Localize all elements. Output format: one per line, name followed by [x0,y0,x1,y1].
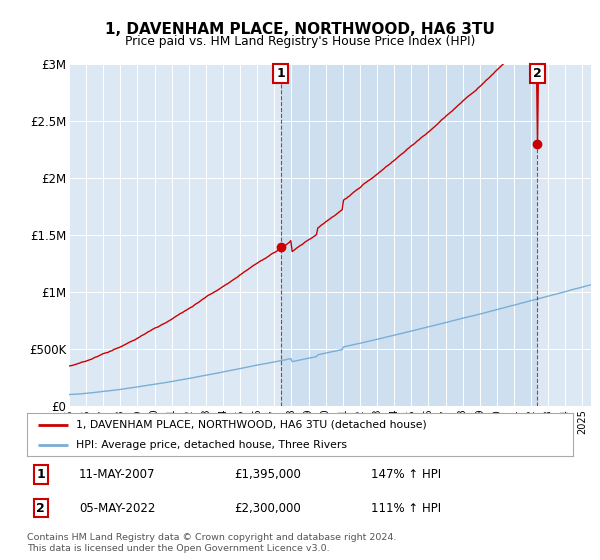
Text: 111% ↑ HPI: 111% ↑ HPI [371,502,441,515]
Text: 1: 1 [36,468,45,481]
Bar [281,64,538,406]
Text: Contains HM Land Registry data © Crown copyright and database right 2024.
This d: Contains HM Land Registry data © Crown c… [27,533,397,553]
Text: 05-MAY-2022: 05-MAY-2022 [79,502,155,515]
Text: 2: 2 [36,502,45,515]
Text: 1: 1 [277,67,285,80]
Text: 147% ↑ HPI: 147% ↑ HPI [371,468,441,481]
Text: HPI: Average price, detached house, Three Rivers: HPI: Average price, detached house, Thre… [76,440,347,450]
Text: 1, DAVENHAM PLACE, NORTHWOOD, HA6 3TU (detached house): 1, DAVENHAM PLACE, NORTHWOOD, HA6 3TU (d… [76,420,427,430]
Text: 2: 2 [533,67,542,80]
Text: 11-MAY-2007: 11-MAY-2007 [79,468,155,481]
Text: Price paid vs. HM Land Registry's House Price Index (HPI): Price paid vs. HM Land Registry's House … [125,35,475,48]
Text: £1,395,000: £1,395,000 [235,468,301,481]
Text: 1, DAVENHAM PLACE, NORTHWOOD, HA6 3TU: 1, DAVENHAM PLACE, NORTHWOOD, HA6 3TU [105,22,495,38]
Text: £2,300,000: £2,300,000 [235,502,301,515]
